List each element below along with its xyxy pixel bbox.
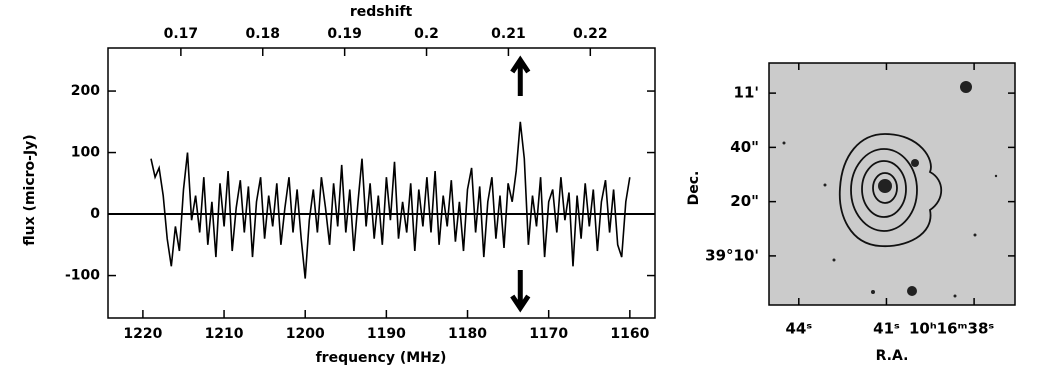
y-tick-label: 20" <box>730 192 759 210</box>
x-tick-label: 41ˢ <box>873 320 900 338</box>
y-tick-label: 100 <box>71 145 100 161</box>
speck <box>833 259 836 262</box>
speck <box>954 295 957 298</box>
x-tick-label: 1170 <box>529 326 568 342</box>
y-axis-label: Dec. <box>686 171 702 206</box>
x-axis-label: frequency (MHz) <box>316 350 447 366</box>
speck <box>871 290 875 294</box>
y-tick-label: 200 <box>71 83 100 99</box>
optical-image <box>769 63 1015 305</box>
y-tick-label: 39°10' <box>705 246 759 264</box>
x-tick-label: 1200 <box>286 326 325 342</box>
star <box>911 159 919 167</box>
y-tick-label: -100 <box>65 268 100 284</box>
x2-tick-label: 0.17 <box>164 26 199 42</box>
y-tick-label: 11' <box>734 84 759 102</box>
speck <box>995 175 997 177</box>
x-axis-label: R.A. <box>876 348 909 364</box>
y-tick-label: 0 <box>90 206 100 222</box>
x-tick-label: 1210 <box>205 326 244 342</box>
x2-tick-label: 0.2 <box>414 26 439 42</box>
x-tick-label: 1160 <box>610 326 649 342</box>
y-axis-label: flux (micro-Jy) <box>22 134 38 245</box>
y-tick-label: 40" <box>730 138 759 156</box>
x-tick-label: 1190 <box>367 326 406 342</box>
star <box>907 286 917 296</box>
speck <box>824 184 827 187</box>
star <box>960 81 972 93</box>
x2-tick-label: 0.21 <box>491 26 526 42</box>
figure: redshift frequency (MHz) flux (micro-Jy)… <box>0 0 1057 375</box>
arrow-up <box>512 60 528 96</box>
x2-tick-label: 0.22 <box>573 26 608 42</box>
x-tick-label: 44ˢ <box>786 320 813 338</box>
x2-tick-label: 0.18 <box>245 26 280 42</box>
arrow-down <box>512 270 528 308</box>
speck <box>783 142 786 145</box>
spectrum-line <box>151 122 630 279</box>
x-tick-label: 10ʰ16ᵐ38ˢ <box>909 320 994 338</box>
galaxy <box>878 179 892 193</box>
top-axis-label: redshift <box>350 4 413 20</box>
x-tick-label: 1220 <box>123 326 162 342</box>
x2-tick-label: 0.19 <box>327 26 362 42</box>
speck <box>974 234 977 237</box>
x-tick-label: 1180 <box>448 326 487 342</box>
